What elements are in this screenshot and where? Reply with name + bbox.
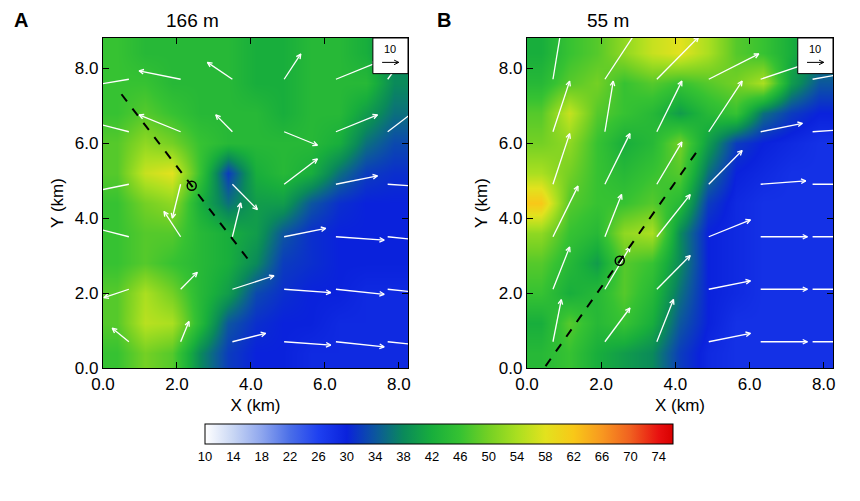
svg-text:55 m: 55 m [587,10,629,31]
svg-text:Y (km): Y (km) [48,178,67,228]
svg-text:62: 62 [566,449,580,464]
svg-text:2.0: 2.0 [589,375,613,394]
svg-text:4.0: 4.0 [664,375,688,394]
svg-text:A: A [14,9,28,31]
svg-text:42: 42 [425,449,439,464]
svg-text:8.0: 8.0 [812,375,836,394]
svg-text:14: 14 [226,449,240,464]
svg-text:4.0: 4.0 [239,375,263,394]
svg-text:6.0: 6.0 [499,134,523,153]
svg-text:2.0: 2.0 [75,284,99,303]
svg-text:2.0: 2.0 [499,284,523,303]
svg-text:6.0: 6.0 [75,134,99,153]
svg-text:66: 66 [595,449,609,464]
svg-text:54: 54 [510,449,524,464]
svg-text:6.0: 6.0 [313,375,337,394]
svg-text:34: 34 [368,449,382,464]
svg-text:38: 38 [396,449,410,464]
svg-text:X (km): X (km) [655,396,705,415]
svg-text:30: 30 [340,449,354,464]
svg-text:10: 10 [809,43,821,55]
svg-text:22: 22 [283,449,297,464]
svg-text:8.0: 8.0 [387,375,411,394]
svg-text:0.0: 0.0 [515,375,539,394]
svg-text:0.0: 0.0 [499,359,523,378]
svg-text:10: 10 [198,449,212,464]
svg-text:58: 58 [538,449,552,464]
svg-text:4.0: 4.0 [75,209,99,228]
svg-text:74: 74 [652,449,666,464]
svg-text:50: 50 [481,449,495,464]
svg-text:2.0: 2.0 [165,375,189,394]
svg-text:18: 18 [254,449,268,464]
svg-text:4.0: 4.0 [499,209,523,228]
svg-text:166 m: 166 m [166,10,219,31]
svg-text:6.0: 6.0 [738,375,762,394]
svg-text:26: 26 [311,449,325,464]
svg-text:Y (km): Y (km) [472,178,491,228]
svg-text:0.0: 0.0 [75,359,99,378]
svg-text:46: 46 [453,449,467,464]
svg-text:B: B [437,9,451,31]
svg-text:8.0: 8.0 [75,59,99,78]
svg-text:10: 10 [384,43,396,55]
svg-text:X (km): X (km) [230,396,280,415]
svg-text:70: 70 [623,449,637,464]
svg-text:0.0: 0.0 [91,375,115,394]
svg-text:8.0: 8.0 [499,59,523,78]
